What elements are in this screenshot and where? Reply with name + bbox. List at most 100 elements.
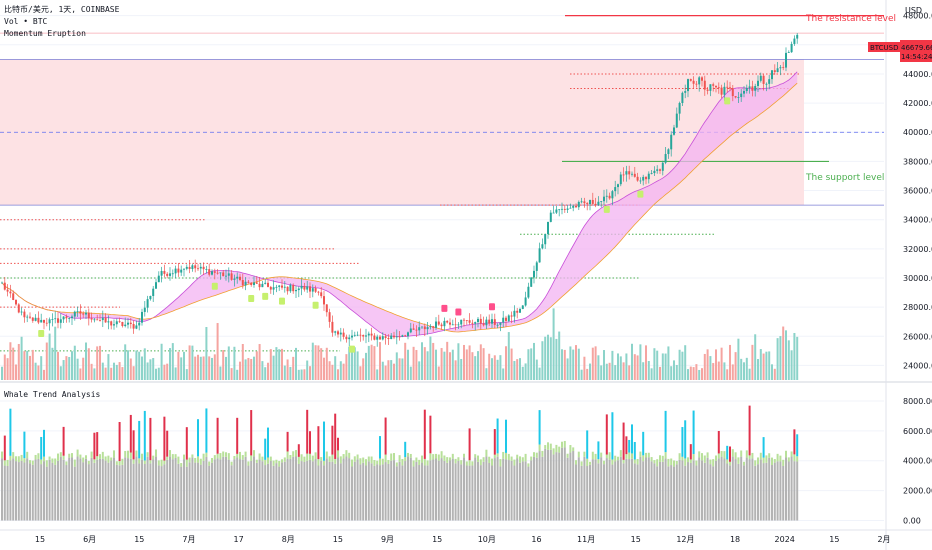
osc-bar xyxy=(583,456,586,521)
osc-bar xyxy=(101,458,104,521)
candle-body xyxy=(650,173,653,174)
volume-legend[interactable]: Vol • BTC xyxy=(4,17,48,26)
osc-bar xyxy=(297,463,300,521)
osc-bar xyxy=(423,465,426,521)
osc-bar xyxy=(449,460,451,521)
candle-body xyxy=(12,293,15,300)
candle-body xyxy=(659,169,661,171)
lower-pane-title[interactable]: Whale Trend Analysis xyxy=(4,390,101,399)
osc-bar xyxy=(323,465,325,521)
osc-bar-green xyxy=(603,460,605,465)
volume-bar xyxy=(639,344,642,380)
osc-bar-green xyxy=(407,452,409,457)
candle-body xyxy=(415,329,418,331)
osc-bar xyxy=(325,458,328,521)
osc-bar xyxy=(591,459,594,521)
price-tick-label: 24000.00 xyxy=(903,361,932,370)
osc-bar xyxy=(244,456,247,521)
volume-bar xyxy=(381,361,384,380)
osc-bar-green xyxy=(740,450,743,457)
volume-bar xyxy=(348,346,351,380)
candle-body xyxy=(617,184,619,188)
volume-bar xyxy=(558,331,561,380)
osc-bar-green xyxy=(695,460,698,466)
osc-bar xyxy=(636,464,639,521)
osc-bar xyxy=(393,460,395,521)
price-axis[interactable]: 48000.0046000.0044000.0042000.0040000.00… xyxy=(903,12,932,371)
osc-spike xyxy=(689,444,692,460)
osc-spike xyxy=(138,420,141,459)
candle-body xyxy=(740,93,743,98)
osc-bar-green xyxy=(267,457,269,464)
osc-bar-green xyxy=(687,457,689,463)
candle-body xyxy=(320,292,323,297)
osc-bar-green xyxy=(631,453,633,459)
volume-bar xyxy=(533,342,535,380)
cloud-area xyxy=(2,71,798,337)
osc-bar-green xyxy=(278,460,281,467)
indicator-legend[interactable]: Momentum Eruption xyxy=(4,29,86,38)
osc-bar-green xyxy=(239,451,241,460)
osc-bar xyxy=(107,462,110,521)
candle-body xyxy=(502,317,505,323)
candle-body xyxy=(367,333,370,336)
candle-body xyxy=(51,318,54,320)
osc-bar-green xyxy=(418,459,421,466)
osc-bar xyxy=(113,457,115,521)
candle-body xyxy=(250,282,253,285)
volume-bar xyxy=(3,354,6,380)
osc-bar-green xyxy=(127,450,129,459)
osc-bar-green xyxy=(236,453,239,458)
candle-body xyxy=(351,335,353,338)
volume-bar xyxy=(166,363,169,380)
candle-body xyxy=(387,338,390,340)
osc-bar xyxy=(507,460,510,521)
osc-bar xyxy=(278,466,281,521)
osc-spike xyxy=(331,425,334,455)
candle-body xyxy=(404,335,407,337)
candle-body xyxy=(552,212,555,214)
volume-bar xyxy=(647,361,650,380)
time-axis[interactable]: 15 6月 15 7月 17 8月 15 9月 15 10月 16 11月 15 12月 18 2024 15 2… xyxy=(35,535,891,544)
candle-body xyxy=(45,322,48,324)
volume-bar xyxy=(300,369,303,380)
volume-bar xyxy=(244,359,247,380)
osc-spike xyxy=(205,408,208,453)
symbol-legend[interactable]: 比特币/美元, 1天, COINBASE xyxy=(4,4,120,14)
osc-bar xyxy=(146,456,149,521)
osc-bar-green xyxy=(23,458,26,463)
volume-bar xyxy=(9,342,12,380)
candle-body xyxy=(463,319,465,321)
osc-spike xyxy=(96,432,99,457)
candle-body xyxy=(409,328,412,333)
candle-body xyxy=(34,317,37,321)
oscillator-axis[interactable]: 8000.00 6000.00 4000.00 2000.00 0.00 xyxy=(903,397,932,526)
osc-bar-green xyxy=(614,455,617,462)
candle-body xyxy=(678,103,681,114)
candle-body xyxy=(124,324,127,327)
osc-bar-green xyxy=(533,452,535,457)
osc-bar-green xyxy=(572,447,575,452)
osc-bar-green xyxy=(463,453,465,458)
osc-bar-green xyxy=(558,446,561,453)
osc-bar-green xyxy=(393,453,395,461)
osc-bar xyxy=(233,459,236,521)
osc-bar-green xyxy=(636,458,639,465)
osc-bar-green xyxy=(779,455,782,462)
osc-bar-green xyxy=(465,461,468,466)
osc-spike xyxy=(692,410,695,455)
volume-bar xyxy=(572,349,575,380)
candle-body xyxy=(213,271,216,273)
price-candles[interactable] xyxy=(1,33,799,347)
osc-bar xyxy=(73,466,76,521)
volume-bar xyxy=(57,351,59,380)
volume-bar xyxy=(591,347,594,380)
osc-bar-green xyxy=(15,456,17,462)
volume-bar xyxy=(135,350,138,380)
volume-bar xyxy=(488,353,491,380)
candle-body xyxy=(745,87,748,91)
osc-bar xyxy=(656,466,659,521)
volume-bar xyxy=(278,349,281,380)
osc-bar xyxy=(295,456,297,521)
